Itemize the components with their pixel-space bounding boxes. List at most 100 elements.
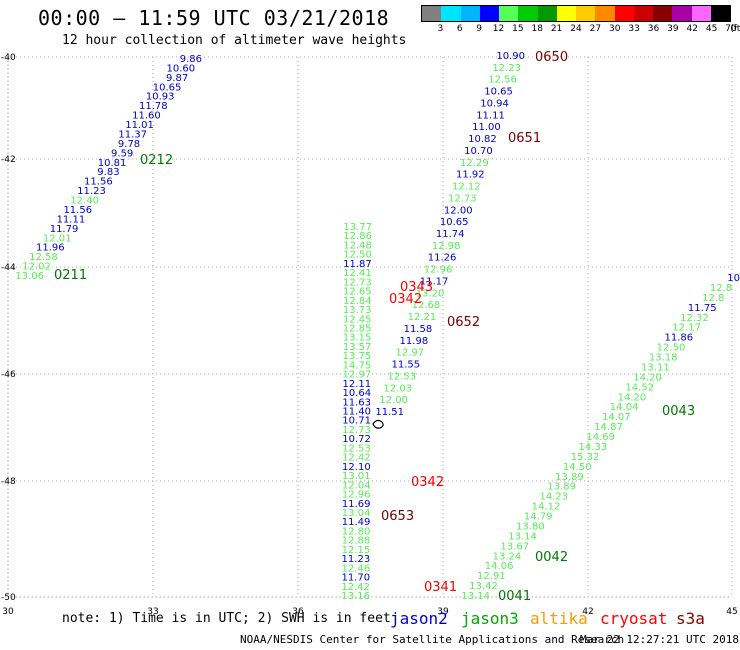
wave-height-label: 14.69: [586, 432, 615, 443]
wave-height-label: 11.56: [63, 205, 92, 216]
map-tick-labels: 30 33 36 39 42 45 -40 -42 -44 -46 -48 -50: [1, 53, 738, 617]
wave-height-label: 12.48: [343, 240, 372, 251]
wave-height-label: 10.94: [480, 98, 509, 109]
wave-height-label: 14.75: [343, 360, 372, 371]
wave-height-label: 10: [727, 273, 740, 284]
wave-height-label: 12.73: [448, 193, 477, 204]
pass-time-label: 0653: [381, 509, 414, 524]
pass-time-labels: 0650065102120211034303420652004303420653…: [54, 50, 695, 604]
wave-height-label: 11.23: [77, 186, 106, 197]
wave-height-label: 12.8: [710, 283, 732, 294]
pass-time-label: 0042: [535, 550, 568, 565]
pass-time-label: 0343: [400, 280, 433, 295]
pass-time-label: 0652: [447, 315, 480, 330]
wave-height-label: 11.55: [391, 360, 420, 371]
wave-height-label: 11.63: [342, 397, 371, 408]
wave-height-label: 12.10: [342, 462, 371, 473]
wave-height-label: 12.65: [343, 287, 372, 298]
wave-height-label: 10.65: [153, 82, 182, 93]
wave-height-label: 11.23: [342, 554, 371, 565]
wave-height-label: 13.18: [649, 353, 678, 364]
wave-height-label: 11.11: [476, 110, 505, 121]
page-subtitle: 12 hour collection of altimeter wave hei…: [62, 33, 407, 48]
wave-height-label: 12.01: [43, 233, 72, 244]
lat-tick-label: -48: [1, 477, 16, 487]
wave-height-label: 13.24: [493, 551, 522, 562]
wave-height-label: 13.89: [547, 482, 576, 493]
scale-swatch: [518, 6, 538, 21]
wave-height-label: 13.14: [508, 531, 537, 542]
wave-height-label: 12.00: [444, 205, 473, 216]
wave-height-label: 11.51: [375, 407, 404, 418]
wave-height-label: 12.12: [452, 182, 481, 193]
wave-height-label: 9.78: [118, 139, 140, 150]
lat-tick-label: -50: [1, 593, 16, 603]
scale-swatch: [556, 6, 576, 21]
pass-time-label: 0211: [54, 268, 87, 283]
wave-height-label: 10.65: [484, 87, 513, 98]
pass-time-label: 0650: [535, 50, 568, 65]
wave-height-label: 10.72: [342, 434, 371, 445]
wave-height-label: 10.82: [468, 134, 497, 145]
scale-label: 30: [609, 24, 621, 34]
wave-height-label: 11.37: [118, 129, 147, 140]
pass-time-label: 0342: [389, 292, 422, 307]
wave-height-label: 11.58: [404, 324, 433, 335]
wave-height-label: 13.06: [15, 271, 44, 282]
wave-height-label: 9.87: [166, 73, 188, 84]
scale-label: 6: [456, 24, 463, 34]
wave-height-label: 13.14: [461, 591, 490, 602]
wave-height-label: 11.96: [36, 243, 65, 254]
wave-height-label: 14.50: [563, 462, 592, 473]
wave-height-label: 14.20: [633, 372, 662, 383]
wave-height-label: 13.57: [343, 342, 372, 353]
legend-jason2: jason2: [390, 609, 448, 628]
scale-label: 21: [550, 24, 563, 34]
wave-height-label: 11.40: [342, 407, 371, 418]
wave-height-label: 11.49: [342, 517, 371, 528]
wave-height-label: 12.50: [343, 250, 372, 261]
scale-label: 27: [589, 24, 602, 34]
wave-height-label: 11.86: [664, 333, 693, 344]
wave-height-label: 14.20: [618, 392, 647, 403]
scale-label: 3: [437, 24, 444, 34]
scale-swatch: [633, 6, 653, 21]
scale-swatch: [460, 6, 480, 21]
scale-swatch: [614, 6, 634, 21]
footer-credit: NOAA/NESDIS Center for Satellite Applica…: [240, 633, 625, 646]
wave-height-label: 11.00: [472, 122, 501, 133]
scale-swatch: [672, 6, 692, 21]
wave-height-label: 12.15: [342, 545, 371, 556]
wave-height-label: 12.21: [408, 312, 437, 323]
wave-height-label: 11.79: [50, 224, 79, 235]
wave-height-label: 12.11: [343, 379, 372, 390]
scale-swatch: [537, 6, 557, 21]
wave-height-label: 12.68: [412, 300, 441, 311]
scale-swatch: [691, 6, 711, 21]
scale-swatch: [499, 6, 519, 21]
wave-height-label: 13.77: [343, 222, 372, 233]
scale-label: (ft): [730, 24, 740, 34]
pass-time-label: 0041: [498, 589, 531, 604]
altimeter-tracks: 9.8610.609.8710.6510.9311.7811.6011.0111…: [15, 51, 740, 602]
footer-note: note: 1) Time is in UTC; 2) SWH is in fe…: [62, 611, 391, 626]
wave-height-label: 10.90: [496, 51, 525, 62]
pass-time-label: 0342: [411, 475, 444, 490]
scale-swatch: [479, 6, 499, 21]
pass-time-label: 0043: [662, 404, 695, 419]
scale-label: 15: [512, 24, 524, 34]
wave-height-label: 13.15: [343, 333, 372, 344]
lon-tick-label: 42: [582, 607, 593, 617]
wave-height-label: 11.26: [428, 253, 457, 264]
wave-height-label: 14.52: [625, 382, 654, 393]
island-outline: [372, 419, 384, 429]
wave-height-label: 12.42: [341, 582, 370, 593]
scale-swatch: [441, 6, 461, 21]
wave-height-label: 13.89: [555, 472, 584, 483]
wave-height-label: 11.87: [343, 259, 372, 270]
wave-height-label: 12.86: [343, 231, 372, 242]
wave-height-label: 10.71: [342, 416, 371, 427]
wave-height-label: 11.01: [125, 120, 154, 131]
wave-height-label: 11.92: [456, 170, 485, 181]
